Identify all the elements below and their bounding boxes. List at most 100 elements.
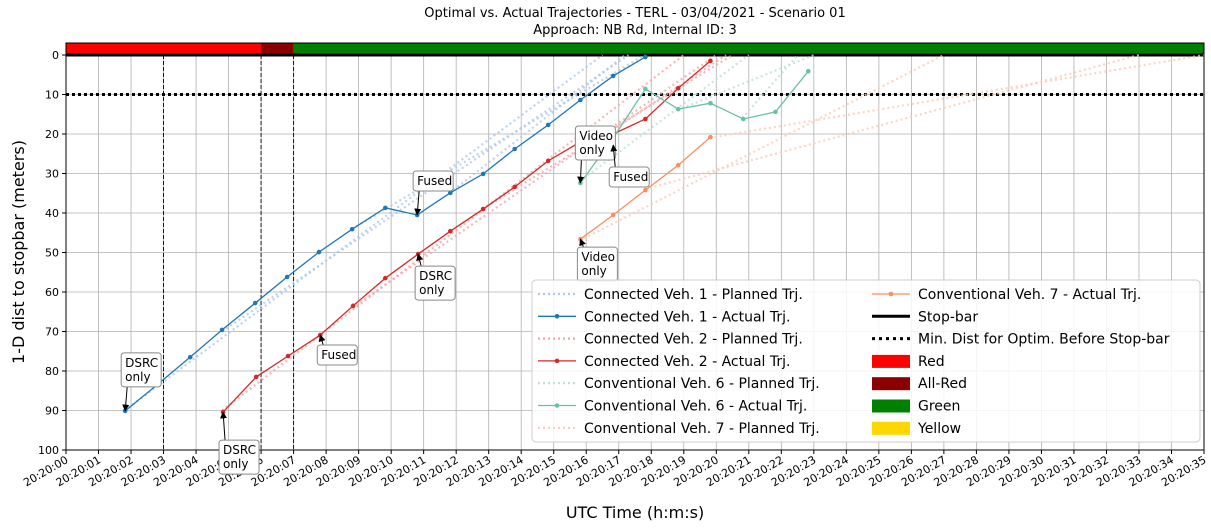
- legend: Connected Veh. 1 - Planned Trj. Connected…: [531, 279, 1201, 443]
- annotation-arrow: [220, 411, 227, 441]
- data-point: [448, 228, 453, 234]
- legend-swatch: [872, 377, 910, 391]
- annotation: Fused: [316, 334, 358, 366]
- legend-swatch: [872, 421, 910, 435]
- annotation-box: [608, 166, 650, 188]
- legend-label: Yellow: [917, 421, 961, 437]
- planned-trajectory: [579, 54, 750, 183]
- planned-trajectory: [221, 54, 685, 412]
- annotation-text: DSRC: [125, 356, 158, 370]
- y-tick-label: 0: [52, 49, 59, 62]
- annotation-arrow: [610, 144, 618, 168]
- data-point: [740, 116, 746, 122]
- planned-trajectory: [221, 54, 630, 333]
- legend-label: All-Red: [918, 376, 967, 392]
- legend-label: Connected Veh. 1 - Planned Trj.: [584, 287, 803, 303]
- data-point: [252, 300, 258, 306]
- legend-label: Connected Veh. 1 - Actual Trj.: [584, 309, 790, 325]
- annotation: Fused: [608, 144, 650, 188]
- legend-swatch: [872, 354, 910, 368]
- planned-trajectory: [123, 54, 604, 412]
- data-point: [610, 212, 616, 218]
- data-point: [512, 146, 517, 152]
- data-point: [448, 190, 453, 196]
- data-point: [773, 109, 778, 115]
- annotation-box: [412, 170, 454, 192]
- data-point: [675, 106, 681, 112]
- legend-swatch: [872, 399, 910, 413]
- annotation-arrow: [318, 334, 326, 346]
- legend-label: Connected Veh. 2 - Planned Trj.: [584, 332, 803, 348]
- annotation: Fused: [412, 170, 454, 216]
- annotation-text: DSRC: [223, 443, 256, 457]
- legend-label: Red: [918, 354, 945, 370]
- data-point: [643, 116, 648, 122]
- chart-subtitle: Approach: NB Rd, Internal ID: 3: [533, 23, 736, 38]
- y-tick-label: 20: [45, 128, 59, 141]
- y-tick-label: 30: [45, 168, 59, 181]
- annotation-text: DSRC: [419, 269, 452, 283]
- annotation-text: Fused: [321, 348, 356, 362]
- data-point: [349, 226, 355, 232]
- data-point: [512, 184, 517, 190]
- annotation-arrow: [577, 159, 585, 184]
- data-point: [480, 206, 486, 212]
- legend-label: Green: [918, 399, 960, 415]
- annotation-text: only: [125, 370, 150, 384]
- data-point: [675, 162, 681, 168]
- actual-trajectory: [222, 60, 711, 413]
- legend-box: [531, 279, 1201, 443]
- planned-trajectory: [741, 54, 799, 119]
- data-point: [545, 122, 551, 128]
- legend-label: Conventional Veh. 7 - Actual Trj.: [918, 287, 1141, 303]
- legend-label: Stop-bar: [918, 309, 978, 325]
- annotation-box: [120, 352, 162, 388]
- signal-phase: [293, 43, 1205, 55]
- signal-phase: [261, 43, 294, 55]
- data-point: [219, 327, 225, 333]
- annotation-arrow: [416, 253, 424, 267]
- legend-swatch: [554, 403, 560, 408]
- annotation-box: [218, 439, 260, 475]
- y-tick-label: 10: [45, 89, 59, 102]
- annotation-text: Video: [581, 250, 615, 264]
- data-point: [675, 85, 681, 91]
- annotation-box: [574, 125, 616, 161]
- data-point: [643, 187, 648, 193]
- data-point: [284, 274, 290, 280]
- data-point: [643, 54, 648, 60]
- planned-trajectory: [351, 54, 717, 309]
- legend-label: Connected Veh. 2 - Actual Trj.: [584, 354, 790, 370]
- annotation-text: only: [581, 264, 606, 278]
- annotation-box: [414, 265, 456, 301]
- data-point: [285, 353, 291, 359]
- actual-trajectory: [579, 70, 809, 184]
- annotation-text: only: [223, 457, 248, 471]
- chart-title: Optimal vs. Actual Trajectories - TERL -…: [424, 6, 845, 21]
- legend-label: Conventional Veh. 7 - Planned Trj.: [584, 421, 820, 437]
- y-tick-label: 60: [45, 286, 59, 299]
- data-point: [708, 58, 713, 64]
- planned-trajectory: [644, 53, 1140, 191]
- planned-trajectory: [579, 54, 945, 242]
- data-point: [382, 275, 388, 281]
- annotation-box: [316, 344, 358, 366]
- planned-trajectory: [676, 53, 815, 112]
- legend-label: Conventional Veh. 6 - Actual Trj.: [584, 399, 807, 415]
- y-tick-label: 70: [45, 326, 59, 339]
- data-point: [545, 158, 551, 164]
- legend-label: Conventional Veh. 6 - Planned Trj.: [584, 376, 820, 392]
- y-tick-label: 90: [45, 405, 59, 418]
- signal-phase: [66, 43, 262, 55]
- data-point: [578, 97, 583, 103]
- annotation-text: only: [419, 283, 444, 297]
- annotation-arrow: [122, 386, 130, 412]
- legend-swatch: [554, 314, 560, 319]
- y-tick-label: 40: [45, 207, 59, 220]
